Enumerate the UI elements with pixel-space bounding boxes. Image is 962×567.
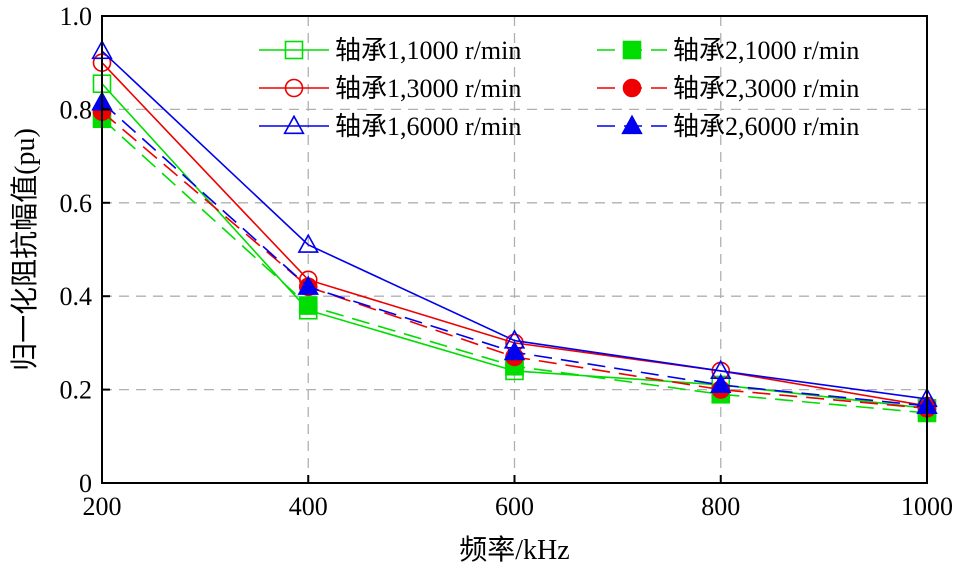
- y-tick-label: 0.2: [60, 376, 93, 405]
- x-tick-label: 600: [495, 492, 534, 521]
- grid-lines: [102, 16, 927, 483]
- legend-entry: 轴承1,3000 r/min: [259, 74, 521, 103]
- legend-marker: [622, 40, 642, 60]
- series-line: [101, 50, 928, 400]
- series-6: [91, 91, 938, 415]
- x-tick-label: 1000: [901, 492, 953, 521]
- legend-entry: 轴承1,1000 r/min: [259, 36, 521, 65]
- y-tick-label: 0.4: [60, 282, 93, 311]
- legend-marker: [621, 114, 643, 135]
- legend-entry: 轴承1,6000 r/min: [259, 112, 521, 141]
- data-point: [710, 373, 732, 393]
- legend-marker: [622, 78, 642, 98]
- y-tick-label: 0.8: [60, 95, 93, 124]
- legend-label: 轴承1,1000 r/min: [335, 36, 521, 65]
- legend-label: 轴承2,3000 r/min: [673, 74, 859, 103]
- x-tick-label: 400: [289, 492, 328, 521]
- legend-entry: 轴承2,6000 r/min: [597, 112, 859, 141]
- x-axis-title: 频率/kHz: [459, 534, 569, 566]
- x-tick-label: 200: [83, 492, 122, 521]
- legend-label: 轴承1,6000 r/min: [335, 112, 521, 141]
- legend-marker: [283, 114, 305, 135]
- legend-label: 轴承2,1000 r/min: [673, 36, 859, 65]
- legend: 轴承1,1000 r/min 轴承1,3000 r/min 轴承1,6000 r/m…: [259, 36, 859, 141]
- y-axis-title: 归一化阻抗幅值(pu): [9, 128, 41, 371]
- data-point: [298, 296, 318, 315]
- data-point: [297, 233, 319, 253]
- y-tick-label: 1.0: [60, 2, 93, 31]
- axis-ticks: 200 400 600 800 1000 0 0.2 0.4 0.6 0.8 1.0: [60, 2, 954, 521]
- legend-entry: 轴承2,3000 r/min: [597, 74, 859, 103]
- data-point: [503, 340, 526, 361]
- x-tick-label: 800: [701, 492, 740, 521]
- data-point: [297, 275, 319, 295]
- y-tick-label: 0: [79, 469, 92, 498]
- legend-entry: 轴承2,1000 r/min: [597, 36, 859, 65]
- legend-marker: [284, 40, 304, 60]
- legend-marker: [284, 78, 304, 98]
- legend-label: 轴承1,3000 r/min: [335, 74, 521, 103]
- y-tick-label: 0.6: [60, 189, 93, 218]
- legend-label: 轴承2,6000 r/min: [673, 112, 859, 141]
